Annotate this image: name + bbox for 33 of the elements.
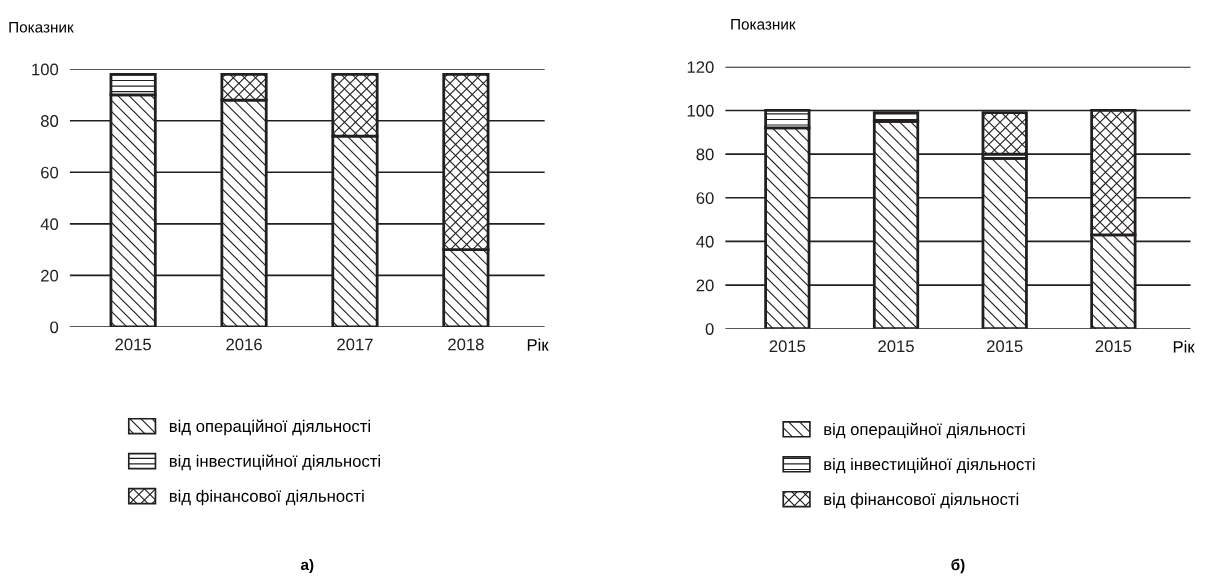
x-tick-label: 2015 bbox=[115, 338, 151, 351]
y-tick-label: 20 bbox=[696, 279, 714, 292]
y-tick-label: 60 bbox=[41, 166, 59, 179]
x-tick-label: 2017 bbox=[337, 338, 373, 351]
y-tick-label: 20 bbox=[41, 269, 59, 282]
y-axis-title: Показник bbox=[731, 19, 796, 30]
y-axis-title: Показник bbox=[9, 21, 74, 33]
y-tick-label: 120 bbox=[687, 61, 714, 74]
y-tick-label: 100 bbox=[687, 104, 714, 117]
x-tick-label: 2015 bbox=[1095, 340, 1132, 353]
x-tick-label: 2016 bbox=[226, 338, 262, 351]
y-tick-label: 100 bbox=[32, 63, 59, 76]
text: б) bbox=[951, 558, 965, 574]
text: а) bbox=[300, 558, 314, 574]
y-tick-label: 40 bbox=[40, 218, 59, 231]
y-tick-label: 80 bbox=[40, 115, 59, 127]
x-tick-label: 2018 bbox=[448, 338, 484, 351]
legend-label: від операційної діяльності bbox=[169, 419, 370, 436]
legend-label: від інвестиційної діяльності bbox=[824, 457, 1035, 474]
x-axis-title: Рік bbox=[1173, 340, 1195, 353]
legend-label: від фінансової діяльності bbox=[824, 492, 1019, 509]
y-tick-label: 0 bbox=[705, 323, 714, 335]
y-tick-label: 40 bbox=[696, 235, 714, 248]
y-tick-label: 0 bbox=[50, 321, 59, 334]
legend-label: від операційної діяльності bbox=[824, 422, 1025, 439]
x-tick-label: 2015 bbox=[769, 340, 806, 353]
x-tick-label: 2015 bbox=[878, 340, 914, 353]
x-axis-title: Рік bbox=[527, 338, 549, 351]
x-tick-label: 2015 bbox=[987, 340, 1023, 353]
legend-label: від інвестиційної діяльності bbox=[169, 454, 380, 471]
y-tick-label: 60 bbox=[696, 192, 714, 204]
legend-label: від фінансової діяльності bbox=[169, 489, 364, 506]
y-tick-label: 80 bbox=[696, 148, 714, 161]
